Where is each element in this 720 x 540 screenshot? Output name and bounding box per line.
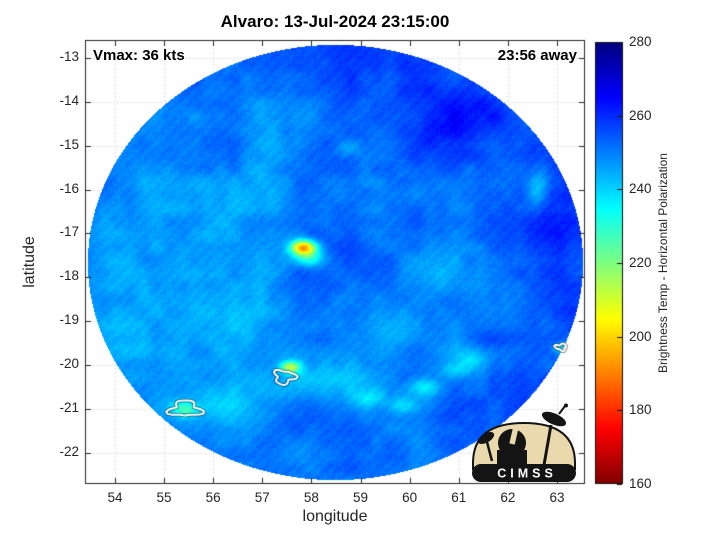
y-tick-label: -17 bbox=[59, 224, 79, 240]
y-tick-label: -14 bbox=[59, 92, 79, 108]
x-tick-label: 56 bbox=[205, 490, 221, 505]
x-tick-label: 55 bbox=[156, 490, 172, 505]
x-tick-label: 59 bbox=[353, 490, 369, 505]
y-tick-label: -16 bbox=[59, 180, 79, 196]
y-tick-label: -20 bbox=[59, 356, 79, 372]
colorbar-tick-label: 180 bbox=[629, 402, 652, 418]
logo-band bbox=[472, 464, 576, 482]
x-tick-label: 57 bbox=[254, 490, 270, 505]
y-tick-label: -19 bbox=[59, 312, 79, 328]
observatory-dome-icon bbox=[497, 427, 527, 467]
colorbar-tick-label: 160 bbox=[629, 476, 652, 491]
x-tick-label: 61 bbox=[451, 490, 467, 505]
x-tick-label: 60 bbox=[402, 490, 418, 505]
colorbar-tick-label: 280 bbox=[629, 34, 652, 49]
time-away-annotation: 23:56 away bbox=[497, 47, 577, 64]
satellite-dish-right-icon bbox=[541, 403, 568, 466]
x-tick-label: 63 bbox=[549, 490, 565, 505]
y-tick-label: -13 bbox=[59, 48, 79, 64]
y-tick-label: -18 bbox=[59, 268, 79, 284]
colorbar-tick-label: 200 bbox=[629, 328, 652, 344]
colorbar-tick-label: 220 bbox=[629, 255, 652, 270]
x-tick-label: 58 bbox=[303, 490, 319, 505]
y-tick-label: -15 bbox=[59, 136, 79, 152]
colorbar-tick-label: 240 bbox=[629, 181, 652, 197]
plot-title: Alvaro: 13-Jul-2024 23:15:00 bbox=[220, 12, 450, 31]
x-tick-label: 54 bbox=[107, 490, 123, 505]
x-axis-label: longitude bbox=[302, 508, 368, 525]
x-tick-label: 62 bbox=[500, 490, 516, 505]
colorbar-tick-label: 260 bbox=[629, 107, 652, 123]
cimss-logo: CIMSS bbox=[472, 403, 576, 482]
cimss-logo-text: CIMSS bbox=[497, 467, 557, 481]
satellite-dish-left-icon bbox=[477, 432, 495, 462]
y-tick-label: -22 bbox=[59, 443, 79, 459]
vmax-annotation: Vmax: 36 kts bbox=[93, 47, 185, 64]
y-tick-label: -21 bbox=[59, 399, 79, 415]
